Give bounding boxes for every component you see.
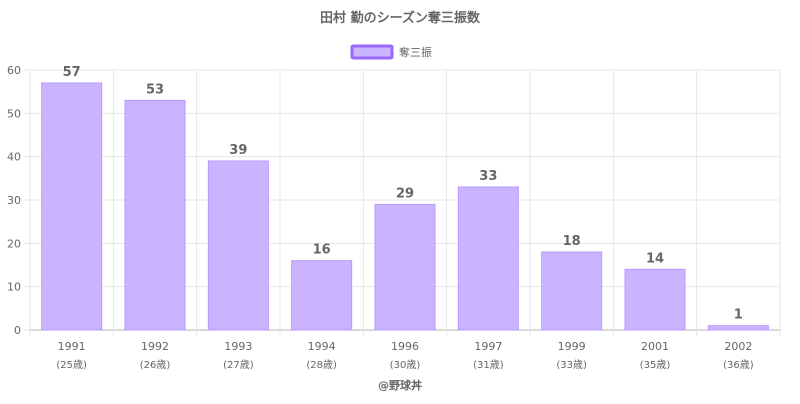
x-tick-sublabel: (35歳)	[640, 359, 671, 371]
x-tick-label: 1991	[58, 340, 86, 353]
data-label-1992: 53	[146, 82, 164, 97]
x-tick-sublabel: (28歳)	[306, 359, 337, 371]
x-tick-label: 1999	[558, 340, 586, 353]
x-tick-sublabel: (36歳)	[723, 359, 754, 371]
data-label-1999: 18	[563, 234, 581, 249]
x-tick-sublabel: (33歳)	[556, 359, 587, 371]
bar-1993[interactable]	[207, 160, 269, 331]
x-tick-sublabel: (26歳)	[140, 359, 171, 371]
x-tick-label: 2001	[641, 340, 669, 353]
bar-1994[interactable]	[291, 260, 353, 331]
x-tick-label: 1993	[224, 340, 252, 353]
y-tick-label: 10	[7, 281, 21, 294]
credit-text: @野球丼	[378, 378, 422, 392]
data-label-1996: 29	[396, 186, 414, 201]
y-tick-label: 60	[7, 64, 21, 77]
data-label-1993: 39	[229, 143, 247, 158]
legend-label: 奪三振	[399, 45, 432, 59]
data-labels: 57 53 39 16 29 33 18 14 1	[63, 65, 743, 323]
x-tick-label: 1992	[141, 340, 169, 353]
bars	[41, 82, 769, 331]
data-label-2002: 1	[734, 308, 743, 323]
bar-2001[interactable]	[624, 268, 686, 331]
y-tick-label: 40	[7, 151, 21, 164]
y-axis: 0 10 20 30 40 50 60	[7, 64, 31, 337]
x-tick-label: 1996	[391, 340, 419, 353]
x-tick-sublabel: (30歳)	[390, 359, 421, 371]
data-label-1994: 16	[313, 243, 331, 258]
y-tick-label: 50	[7, 107, 21, 120]
chart-title: 田村 勤のシーズン奪三振数	[320, 10, 481, 26]
y-tick-label: 30	[7, 194, 21, 207]
y-tick-label: 0	[14, 324, 21, 337]
data-label-2001: 14	[646, 251, 664, 266]
x-tick-label: 1994	[308, 340, 336, 353]
bar-1996[interactable]	[374, 203, 436, 331]
data-label-1997: 33	[479, 169, 497, 184]
data-label-1991: 57	[63, 65, 81, 80]
bar-1999[interactable]	[541, 251, 603, 331]
x-tick-sublabel: (25歳)	[56, 359, 87, 371]
x-tick-label: 2002	[724, 340, 752, 353]
legend[interactable]: 奪三振	[350, 44, 432, 60]
bar-1992[interactable]	[124, 99, 186, 331]
legend-swatch	[350, 44, 394, 60]
x-axis: 1991 (25歳) 1992 (26歳) 1993 (27歳) 1994 (28歳) 1996…	[56, 340, 753, 371]
bar-1997[interactable]	[457, 186, 519, 331]
bar-2002[interactable]	[707, 325, 769, 331]
y-tick-label: 20	[7, 237, 21, 250]
x-tick-sublabel: (31歳)	[473, 359, 504, 371]
x-tick-sublabel: (27歳)	[223, 359, 254, 371]
x-tick-label: 1997	[474, 340, 502, 353]
bar-1991[interactable]	[41, 82, 103, 331]
